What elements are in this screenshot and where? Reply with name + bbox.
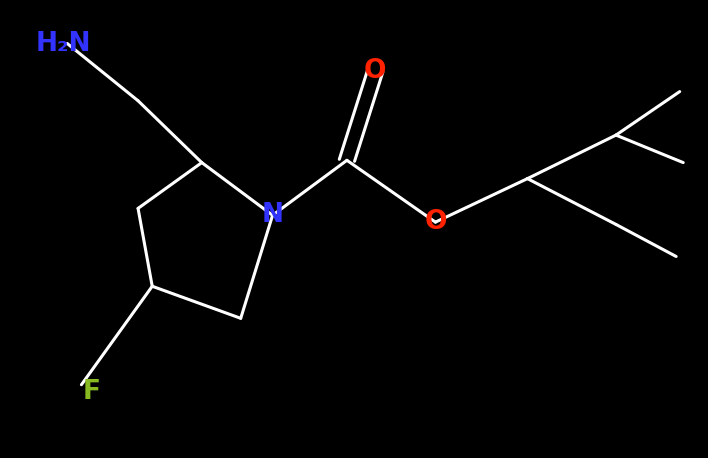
Text: F: F bbox=[83, 379, 101, 404]
Text: O: O bbox=[424, 209, 447, 235]
Text: O: O bbox=[364, 58, 387, 84]
Text: H₂N: H₂N bbox=[35, 31, 91, 56]
Text: N: N bbox=[261, 202, 284, 228]
